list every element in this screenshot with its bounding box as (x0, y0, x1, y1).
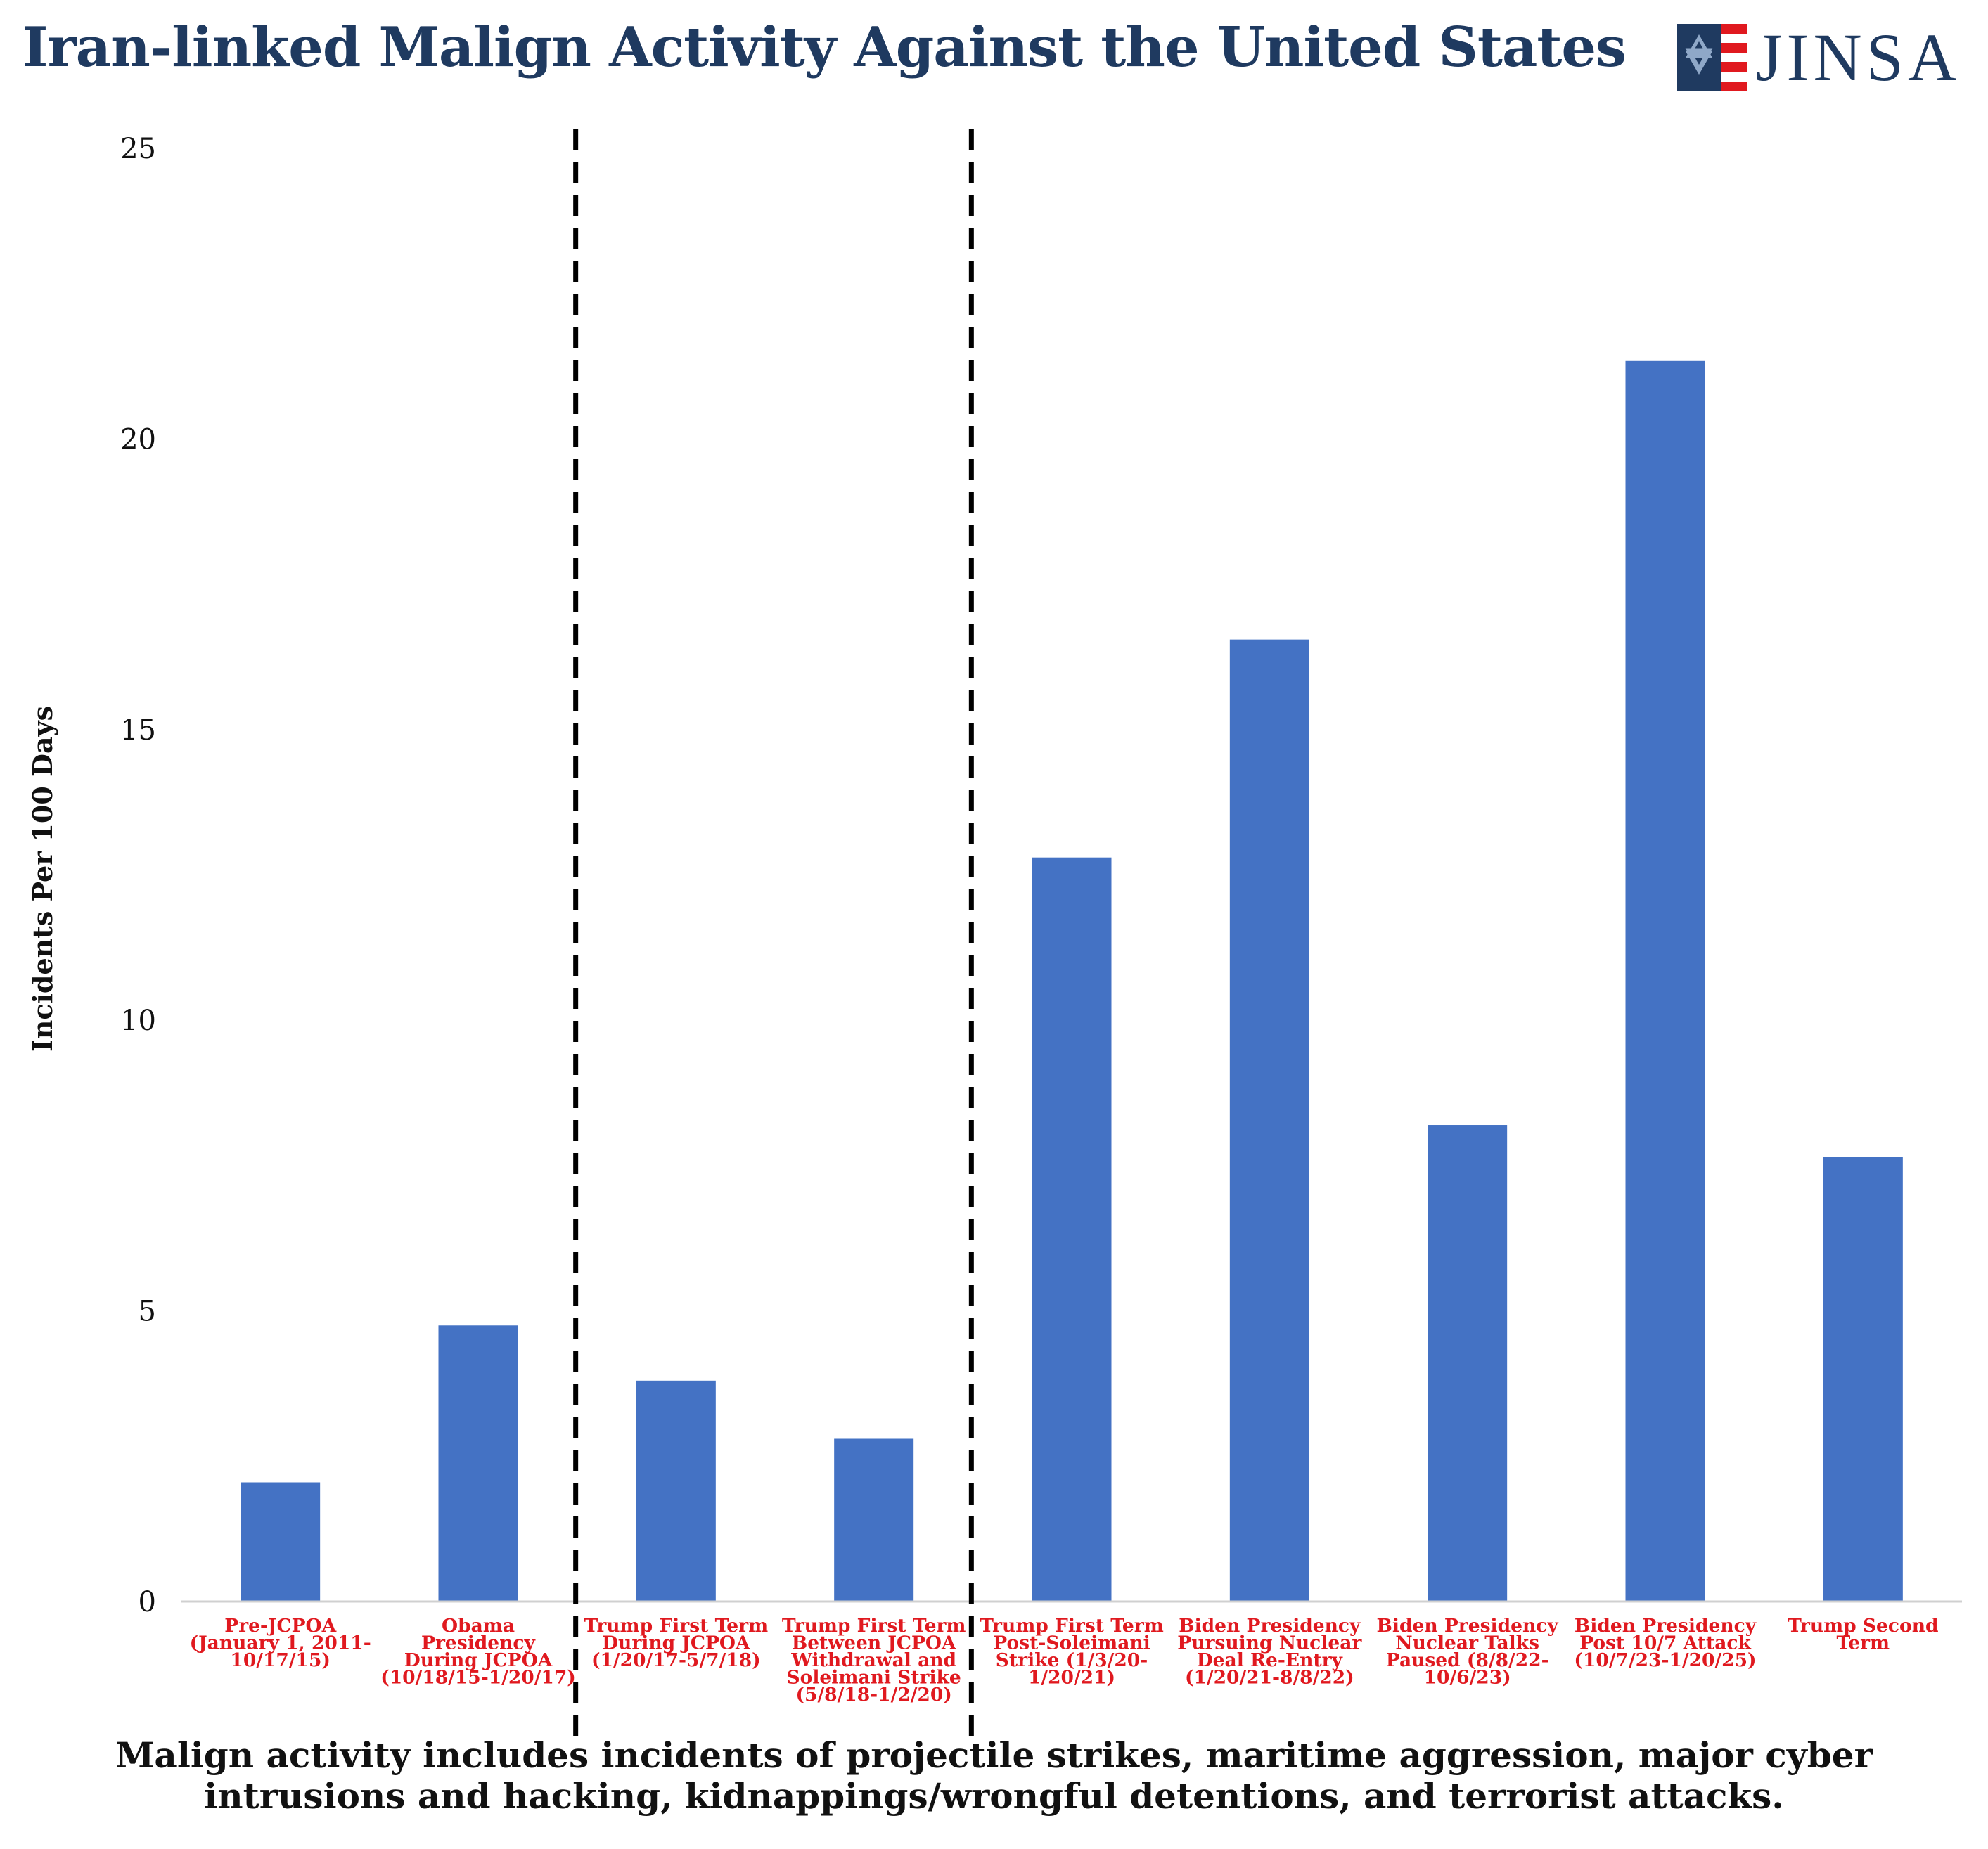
chart-title: Iran-linked Malign Activity Against the … (23, 15, 1627, 79)
bar (834, 1438, 914, 1602)
bar (1625, 360, 1705, 1602)
bars (241, 360, 1903, 1602)
y-axis: 0 5 10 15 20 25 (120, 133, 156, 1618)
star-of-david-flag-icon (1677, 24, 1747, 91)
logo-text: JINSA (1756, 20, 1961, 95)
x-category-label: Biden Presidency Nuclear Talks Paused (8/8… (1377, 1615, 1560, 1689)
bar (241, 1482, 321, 1602)
x-category-label: Trump First Term Between JCPOA Withdrawal … (782, 1615, 966, 1706)
x-category-label: Trump Second Term (1788, 1615, 1938, 1654)
bar (636, 1380, 716, 1602)
bar (438, 1325, 518, 1602)
bar (1229, 639, 1309, 1602)
x-category-label: Pre-JCPOA (January 1, 2011-10/17/15) (190, 1615, 371, 1671)
bar (1032, 857, 1112, 1602)
y-tick-label: 10 (120, 1005, 156, 1037)
x-category-label: Biden Presidency Post 10/7 Attack (10/7/23… (1574, 1615, 1757, 1671)
x-category-label: Trump First Term During JCPOA (1/20/17-5/7… (584, 1615, 769, 1671)
footnote: Malign activity includes incidents of pr… (115, 1734, 1873, 1817)
bar-chart: 0 5 10 15 20 25 Incidents Per 100 Days Pre-JC… (27, 129, 1962, 1737)
y-tick-label: 25 (120, 133, 156, 165)
y-tick-label: 0 (139, 1586, 156, 1618)
x-category-label: Obama Presidency During JCPOA (10/18/15-1/2… (380, 1615, 576, 1689)
x-axis-category-labels: Pre-JCPOA (January 1, 2011-10/17/15)Obama… (190, 1615, 1939, 1706)
bar (1428, 1125, 1508, 1602)
x-category-label: Trump First Term Post-Soleimani Strike (1/… (980, 1615, 1164, 1689)
bar (1823, 1157, 1903, 1602)
y-axis-label: Incidents Per 100 Days (27, 706, 58, 1052)
jinsa-logo: JINSA (1677, 24, 1973, 94)
y-tick-label: 20 (120, 423, 156, 456)
y-tick-label: 5 (139, 1296, 156, 1328)
y-tick-label: 15 (120, 714, 156, 747)
period-dividers (573, 129, 974, 1737)
x-category-label: Biden Presidency Pursuing Nuclear Deal Re-… (1177, 1615, 1362, 1689)
